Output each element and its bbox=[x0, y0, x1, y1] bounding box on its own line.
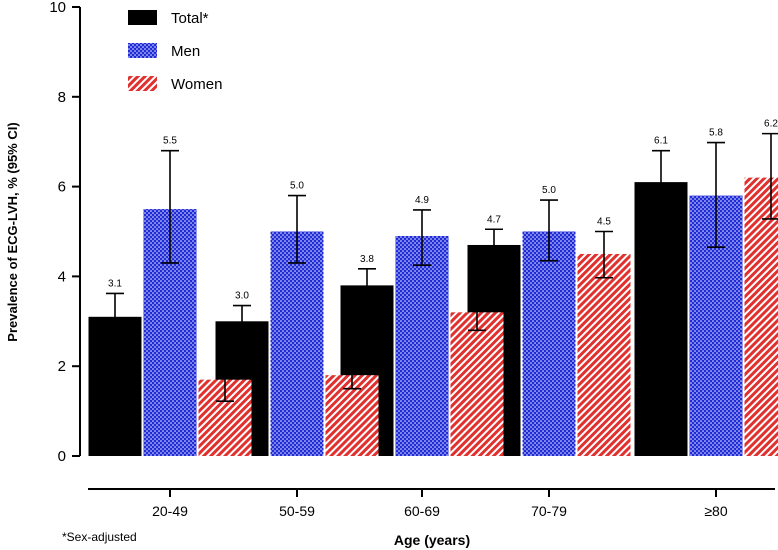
legend-label: Total* bbox=[171, 10, 209, 27]
legend-label: Women bbox=[171, 76, 222, 93]
y-tick-label: 6 bbox=[58, 179, 66, 196]
y-tick-label: 10 bbox=[49, 0, 66, 16]
data-label: 5.0 bbox=[290, 181, 304, 192]
data-label: 6.2 bbox=[764, 119, 778, 130]
error-bar bbox=[106, 292, 124, 343]
error-bar bbox=[595, 230, 613, 279]
error-bar bbox=[161, 149, 179, 264]
legend-swatch bbox=[128, 76, 157, 91]
y-tick-label: 4 bbox=[58, 268, 66, 285]
bar-men-2 bbox=[395, 235, 449, 456]
bar-women-2 bbox=[450, 312, 504, 456]
y-tick-label: 2 bbox=[58, 358, 66, 375]
bar-men-1 bbox=[270, 231, 324, 456]
data-label: 4.9 bbox=[415, 195, 429, 206]
y-tick-label: 0 bbox=[58, 448, 66, 465]
error-bar bbox=[343, 356, 361, 390]
error-bar bbox=[652, 149, 670, 219]
x-axis-label: Age (years) bbox=[394, 532, 470, 548]
data-label: 5.5 bbox=[163, 136, 177, 147]
data-label: 1.8 bbox=[345, 342, 359, 353]
error-bar bbox=[233, 304, 251, 338]
data-label: 3.8 bbox=[360, 254, 374, 265]
y-tick-label: 8 bbox=[58, 89, 66, 106]
legend-swatch bbox=[128, 43, 157, 58]
error-bar bbox=[413, 209, 431, 266]
data-label: 1.7 bbox=[218, 340, 232, 351]
bar-women-3 bbox=[577, 253, 631, 456]
data-label: 4.5 bbox=[597, 217, 611, 228]
error-bar bbox=[540, 199, 558, 262]
x-tick-label: 70-79 bbox=[531, 503, 567, 519]
error-bar bbox=[288, 194, 306, 264]
error-bar bbox=[468, 293, 486, 332]
data-label: 6.1 bbox=[654, 136, 668, 147]
legend: Total* Men Women bbox=[128, 10, 222, 93]
y-axis-label: Prevalence of ECG-LVH, % (95% CI) bbox=[5, 122, 20, 341]
error-bar bbox=[358, 267, 376, 300]
data-label: 3.1 bbox=[108, 278, 122, 289]
data-label: 3.0 bbox=[235, 291, 249, 302]
legend-label: Men bbox=[171, 43, 200, 60]
x-tick-label: ≥80 bbox=[704, 503, 727, 519]
data-label: 3.2 bbox=[470, 279, 484, 290]
bar-women-4 bbox=[744, 177, 778, 456]
bar-men-3 bbox=[522, 231, 576, 456]
data-label: 5.8 bbox=[709, 128, 723, 139]
error-bar bbox=[707, 141, 725, 249]
x-tick-label: 60-69 bbox=[404, 503, 440, 519]
legend-swatch bbox=[128, 10, 157, 25]
data-label: 5.0 bbox=[542, 185, 556, 196]
footnote: *Sex-adjusted bbox=[62, 530, 137, 544]
error-bar bbox=[762, 132, 778, 220]
error-bar bbox=[485, 228, 503, 266]
bar-total-4 bbox=[634, 182, 688, 457]
x-tick-label: 50-59 bbox=[279, 503, 315, 519]
data-label: 4.7 bbox=[487, 214, 501, 225]
error-bar bbox=[216, 354, 234, 403]
x-tick-label: 20-49 bbox=[152, 503, 188, 519]
